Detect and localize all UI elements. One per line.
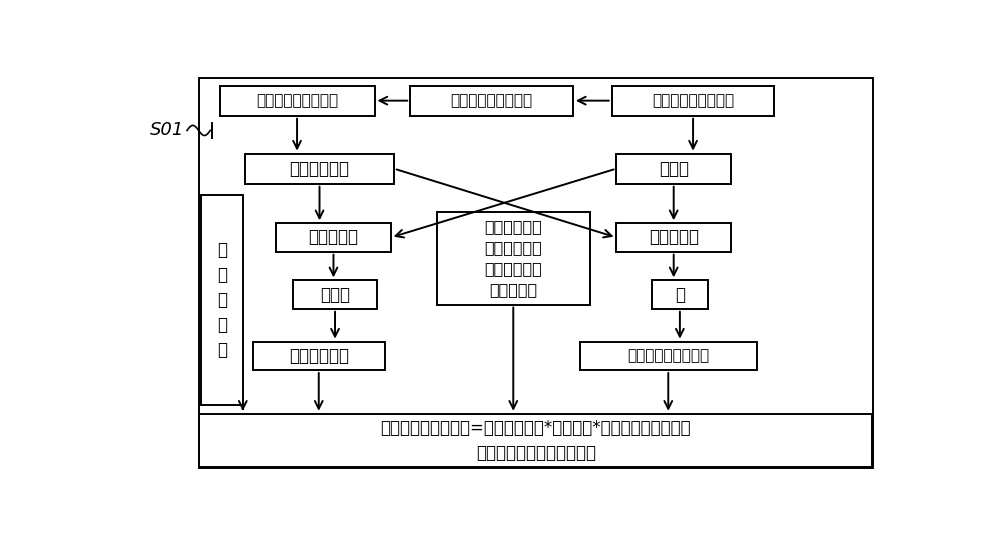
FancyBboxPatch shape (410, 86, 573, 116)
FancyBboxPatch shape (616, 154, 731, 184)
Text: 有一个不为零: 有一个不为零 (290, 160, 350, 178)
FancyBboxPatch shape (293, 280, 377, 309)
Text: 下位机采集计亩数据=有效作业时间*实时车速*农机作业有效宽度；
计算出下位机采集计亩数据: 下位机采集计亩数据=有效作业时间*实时车速*农机作业有效宽度； 计算出下位机采集… (380, 419, 691, 462)
Text: 零: 零 (675, 286, 685, 304)
Text: 不为零: 不为零 (320, 286, 350, 304)
Text: 第一绞龙转速传感器: 第一绞龙转速传感器 (256, 93, 338, 108)
FancyBboxPatch shape (253, 342, 385, 370)
Text: 均为零: 均为零 (659, 160, 689, 178)
Text: 第二绞龙转速传感器: 第二绞龙转速传感器 (451, 93, 533, 108)
Text: 不计入有效作业时间: 不计入有效作业时间 (627, 348, 709, 364)
Text: 作业有效宽度
识别装置实时
识别智能农机
的有效宽度: 作业有效宽度 识别装置实时 识别智能农机 的有效宽度 (484, 220, 542, 298)
Text: 车速传感器: 车速传感器 (649, 228, 699, 246)
FancyBboxPatch shape (276, 223, 391, 252)
FancyBboxPatch shape (437, 212, 590, 305)
Text: 第三绞龙转速传感器: 第三绞龙转速传感器 (652, 93, 734, 108)
FancyBboxPatch shape (201, 196, 243, 405)
FancyBboxPatch shape (245, 154, 394, 184)
FancyBboxPatch shape (616, 223, 731, 252)
Text: 车
速
传
感
器: 车 速 传 感 器 (217, 241, 227, 359)
FancyBboxPatch shape (199, 414, 872, 468)
FancyBboxPatch shape (612, 86, 774, 116)
FancyBboxPatch shape (580, 342, 757, 370)
Text: 车速传感器: 车速传感器 (308, 228, 358, 246)
Text: 有效作业时间: 有效作业时间 (289, 347, 349, 365)
FancyBboxPatch shape (652, 280, 708, 309)
Text: S01: S01 (150, 122, 184, 140)
FancyBboxPatch shape (220, 86, 375, 116)
